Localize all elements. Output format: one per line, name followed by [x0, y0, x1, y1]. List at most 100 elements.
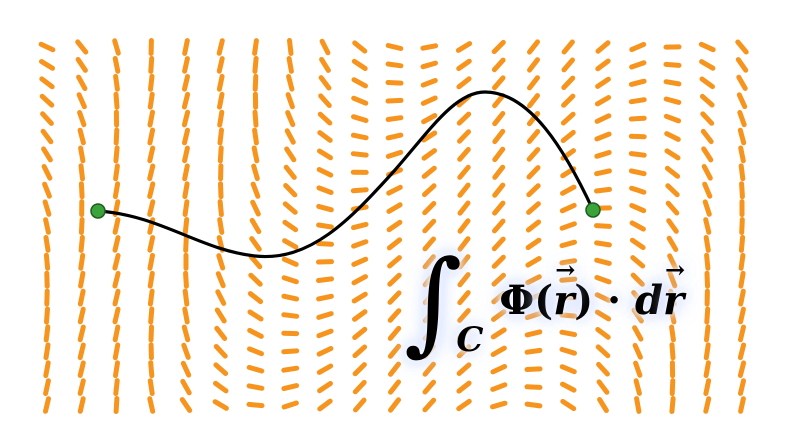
- field-dash: [147, 127, 156, 146]
- open-paren: (: [534, 276, 554, 324]
- field-dash: [631, 290, 645, 306]
- line-integral-formula: ∫ C Φ(r) · dr: [404, 236, 685, 376]
- field-dash: [738, 396, 746, 414]
- field-dash: [284, 128, 296, 145]
- field-dash: [351, 256, 369, 267]
- field-dash: [385, 43, 404, 51]
- field-dash: [737, 360, 747, 378]
- field-dash: [738, 145, 746, 164]
- field-dash: [352, 309, 368, 322]
- field-dash: [457, 308, 471, 323]
- field-dash: [353, 397, 367, 413]
- field-dash: [526, 201, 541, 215]
- field-dash: [663, 113, 682, 124]
- field-dash: [351, 58, 368, 71]
- field-dash: [420, 43, 439, 51]
- vector-field: [38, 38, 749, 414]
- field-dash: [492, 164, 506, 180]
- field-dash: [735, 57, 749, 73]
- field-dash: [457, 272, 471, 288]
- field-dash: [251, 145, 260, 164]
- field-dash: [281, 256, 299, 267]
- field-dash: [112, 181, 121, 200]
- field-dash: [351, 239, 369, 249]
- field-dash: [287, 38, 294, 56]
- field-dash: [492, 111, 506, 127]
- field-dash: [77, 306, 86, 325]
- field-dash: [43, 396, 51, 414]
- field-dash: [78, 181, 85, 200]
- field-dash: [738, 378, 746, 396]
- field-dash: [318, 75, 332, 91]
- field-dash: [182, 217, 190, 235]
- field-dash: [182, 38, 190, 56]
- field-dash: [147, 109, 155, 128]
- field-dash: [421, 165, 437, 179]
- field-dash: [316, 276, 334, 283]
- field-dash: [182, 74, 190, 92]
- field-dash: [284, 146, 297, 163]
- field-dash: [77, 324, 86, 343]
- field-dash: [78, 217, 85, 235]
- field-dash: [250, 199, 261, 217]
- field-dash: [527, 75, 540, 91]
- field-dash: [421, 130, 438, 143]
- field-dash: [596, 379, 610, 395]
- field-dash: [350, 187, 369, 194]
- field-dash: [112, 342, 121, 361]
- field-dash: [213, 344, 228, 359]
- field-dash: [316, 185, 334, 195]
- field-dash: [252, 55, 259, 74]
- field-dash: [216, 56, 225, 74]
- field-dash: [594, 131, 612, 142]
- field-dash: [78, 145, 86, 164]
- field-dash: [286, 56, 294, 74]
- field-dash: [386, 237, 403, 251]
- field-dash: [385, 115, 404, 122]
- field-dash: [42, 199, 52, 217]
- field-dash: [666, 218, 679, 234]
- field-dash: [182, 181, 190, 200]
- field-dash: [183, 270, 189, 289]
- field-dash: [77, 110, 87, 128]
- field-dash: [183, 234, 189, 253]
- field-dash: [385, 80, 404, 86]
- field-dash: [628, 97, 647, 105]
- field-dash: [217, 199, 224, 218]
- field-dash: [77, 127, 86, 146]
- field-dash: [39, 76, 55, 90]
- field-dash: [317, 398, 333, 412]
- field-dash: [629, 203, 647, 214]
- field-dash: [252, 38, 259, 56]
- field-dash: [281, 293, 300, 302]
- field-dash: [387, 272, 402, 287]
- field-dash: [387, 308, 402, 323]
- field-dash: [181, 109, 191, 128]
- field-dash: [737, 110, 747, 128]
- field-dash: [457, 326, 471, 341]
- field-dash: [492, 146, 506, 163]
- field-dash: [41, 164, 53, 181]
- field-dash: [526, 111, 541, 127]
- field-dash: [594, 275, 612, 285]
- field-dash: [182, 127, 190, 146]
- field-dash: [316, 311, 334, 320]
- field-dash: [317, 130, 333, 143]
- field-dash: [527, 93, 540, 109]
- field-dash: [77, 288, 86, 307]
- field-dash: [704, 306, 711, 325]
- field-dash: [113, 91, 120, 110]
- field-dash: [665, 200, 680, 216]
- field-dash: [351, 274, 368, 286]
- field-dash: [77, 342, 86, 361]
- field-dash: [524, 401, 543, 409]
- field-dash: [422, 183, 437, 198]
- field-dash: [559, 202, 577, 214]
- field-dash: [490, 400, 508, 410]
- field-dash: [316, 222, 334, 230]
- field-dash: [113, 163, 120, 182]
- phi-symbol: Φ: [499, 276, 535, 324]
- field-dash: [147, 181, 156, 199]
- field-dash: [701, 164, 713, 181]
- field-dash: [147, 288, 155, 307]
